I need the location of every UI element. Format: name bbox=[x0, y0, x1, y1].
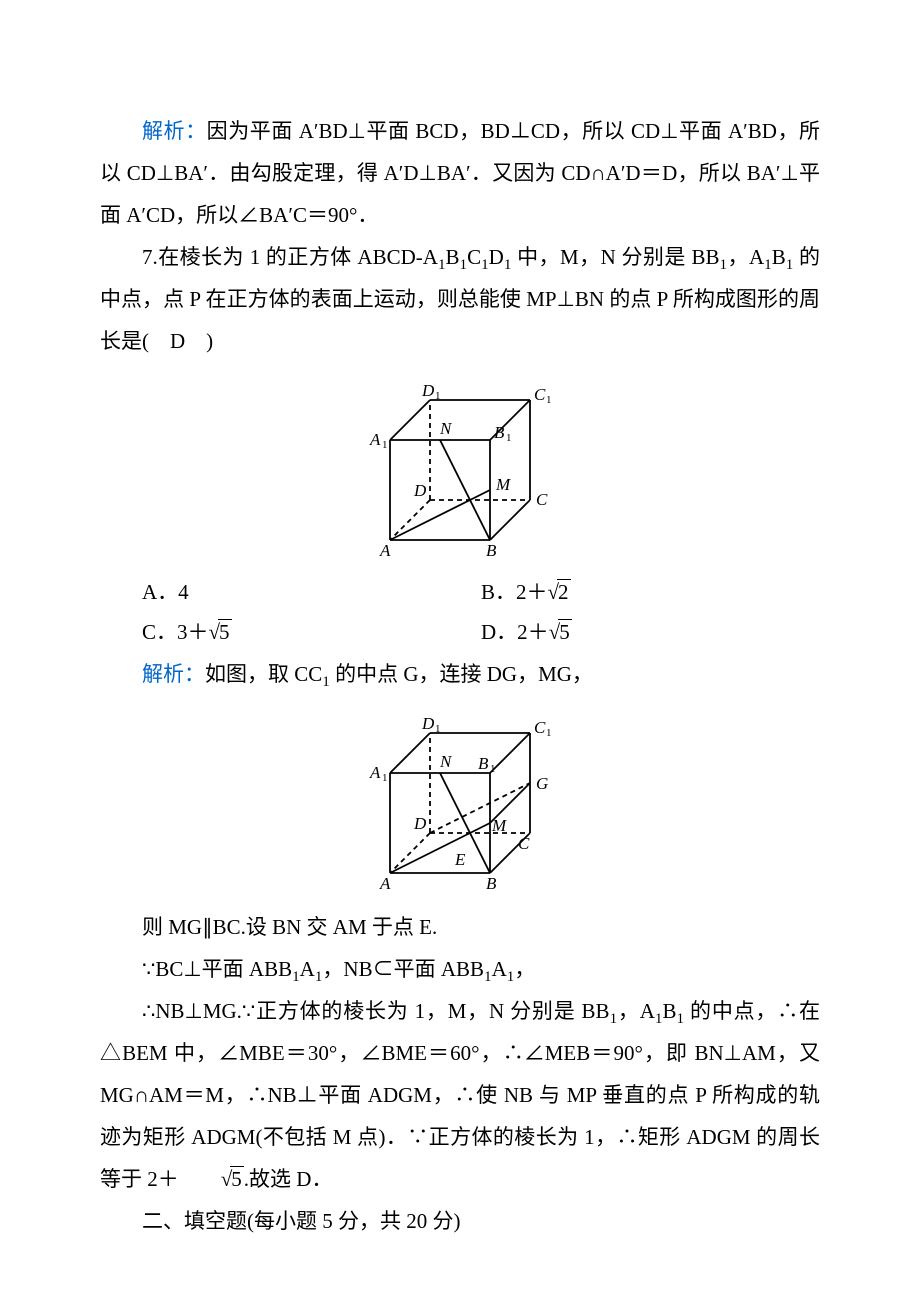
svg-text:M: M bbox=[491, 816, 507, 835]
svg-text:N: N bbox=[439, 752, 453, 771]
svg-text:B: B bbox=[486, 541, 497, 560]
svg-text:1: 1 bbox=[546, 394, 552, 406]
svg-text:1: 1 bbox=[382, 772, 388, 784]
cube-figure-2: D1 C1 A1 B1 D C A B N M G E bbox=[350, 703, 570, 893]
analysis-label: 解析： bbox=[142, 119, 207, 143]
svg-text:A: A bbox=[379, 541, 391, 560]
svg-text:D: D bbox=[413, 481, 427, 500]
q7-stem: 7.在棱长为 1 的正方体 ABCD-A1B1C1D1 中，M，N 分别是 BB… bbox=[100, 236, 820, 362]
svg-text:G: G bbox=[536, 774, 548, 793]
svg-text:E: E bbox=[454, 850, 466, 869]
svg-text:N: N bbox=[439, 419, 453, 438]
option-a: A．4 bbox=[142, 573, 481, 613]
svg-text:1: 1 bbox=[435, 390, 441, 402]
svg-text:D: D bbox=[421, 381, 435, 400]
svg-text:B: B bbox=[486, 874, 497, 893]
options-row-2: C．3＋√5 D．2＋√5 bbox=[100, 613, 820, 653]
q7-body-3: ∴NB⊥MG.∵正方体的棱长为 1，M，N 分别是 BB1，A1B1 的中点，∴… bbox=[100, 990, 820, 1200]
svg-text:1: 1 bbox=[506, 432, 512, 444]
option-b: B．2＋√2 bbox=[481, 573, 820, 613]
svg-text:M: M bbox=[495, 475, 511, 494]
svg-text:1: 1 bbox=[546, 727, 552, 739]
figure-2: D1 C1 A1 B1 D C A B N M G E bbox=[100, 703, 820, 898]
svg-text:A: A bbox=[379, 874, 391, 893]
q7-analysis-intro: 解析：如图，取 CC1 的中点 G，连接 DG，MG， bbox=[100, 653, 820, 695]
options-row-1: A．4 B．2＋√2 bbox=[100, 573, 820, 613]
svg-text:1: 1 bbox=[435, 723, 441, 735]
svg-text:1: 1 bbox=[382, 439, 388, 451]
svg-text:D: D bbox=[421, 714, 435, 733]
analysis-label-2: 解析： bbox=[142, 662, 205, 686]
svg-text:B: B bbox=[478, 754, 489, 773]
svg-text:C: C bbox=[534, 718, 546, 737]
svg-text:B: B bbox=[494, 423, 505, 442]
svg-text:A: A bbox=[369, 763, 381, 782]
svg-text:C: C bbox=[518, 834, 530, 853]
q6-analysis: 解析：因为平面 A′BD⊥平面 BCD，BD⊥CD，所以 CD⊥平面 A′BD，… bbox=[100, 110, 820, 236]
cube-figure-1: D1 C1 A1 B1 D C A B N M bbox=[350, 370, 570, 560]
q7-body-2: ∵BC⊥平面 ABB1A1，NB⊂平面 ABB1A1， bbox=[100, 948, 820, 990]
svg-text:C: C bbox=[536, 490, 548, 509]
svg-text:D: D bbox=[413, 814, 427, 833]
q6-analysis-text: 因为平面 A′BD⊥平面 BCD，BD⊥CD，所以 CD⊥平面 A′BD，所以 … bbox=[100, 119, 820, 227]
svg-text:C: C bbox=[534, 385, 546, 404]
section-2-heading: 二、填空题(每小题 5 分，共 20 分) bbox=[100, 1200, 820, 1242]
svg-text:A: A bbox=[369, 430, 381, 449]
svg-text:1: 1 bbox=[490, 763, 496, 775]
q7-body-1: 则 MG∥BC.设 BN 交 AM 于点 E. bbox=[100, 906, 820, 948]
option-c: C．3＋√5 bbox=[142, 613, 481, 653]
figure-1: D1 C1 A1 B1 D C A B N M bbox=[100, 370, 820, 565]
option-d: D．2＋√5 bbox=[481, 613, 820, 653]
